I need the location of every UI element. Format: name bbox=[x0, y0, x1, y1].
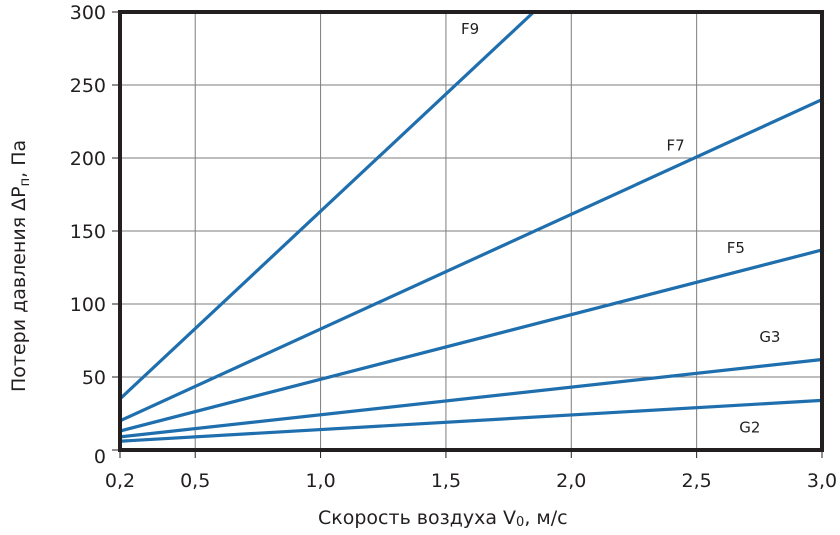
series-label-g2: G2 bbox=[739, 418, 760, 436]
y-tick-label: 50 bbox=[82, 367, 106, 389]
y-tick-label: 100 bbox=[70, 294, 106, 316]
x-tick-label: 2,5 bbox=[682, 470, 712, 492]
y-axis-ticks: 0 50 100 150 200 250 300 bbox=[70, 2, 120, 468]
x-tick-label: 2,0 bbox=[556, 470, 586, 492]
x-axis-ticks: 0,2 0,5 1,0 1,5 2,0 2,5 3,0 bbox=[105, 450, 837, 492]
series-line-g3 bbox=[119, 357, 823, 439]
x-tick-label: 3,0 bbox=[807, 470, 837, 492]
x-axis-title: Скорость воздуха V0, м/с bbox=[318, 507, 568, 530]
series-label-g3: G3 bbox=[759, 328, 780, 346]
series-label-f9: F9 bbox=[461, 20, 479, 38]
y-tick-label: 200 bbox=[70, 148, 106, 170]
series-label-f5: F5 bbox=[727, 239, 745, 257]
series-labels: F9 F7 F5 G3 G2 bbox=[461, 20, 781, 437]
series-label-f7: F7 bbox=[667, 137, 685, 155]
x-tick-label: 1,5 bbox=[431, 470, 461, 492]
series-line-f9 bbox=[118, 10, 535, 401]
y-tick-label: 0 bbox=[94, 446, 106, 468]
x-tick-label: 1,0 bbox=[305, 470, 335, 492]
series-line-g2 bbox=[119, 398, 823, 443]
grid-lines bbox=[120, 12, 822, 450]
series-line-f7 bbox=[119, 98, 823, 423]
series-line-f5 bbox=[119, 248, 823, 433]
y-tick-label: 150 bbox=[70, 221, 106, 243]
y-tick-label: 300 bbox=[70, 2, 106, 24]
series-lines bbox=[118, 10, 823, 443]
x-tick-label: 0,2 bbox=[105, 470, 135, 492]
x-tick-label: 0,5 bbox=[180, 470, 210, 492]
y-axis-title: Потери давления ΔPп, Па bbox=[8, 140, 33, 392]
y-tick-label: 250 bbox=[70, 75, 106, 97]
